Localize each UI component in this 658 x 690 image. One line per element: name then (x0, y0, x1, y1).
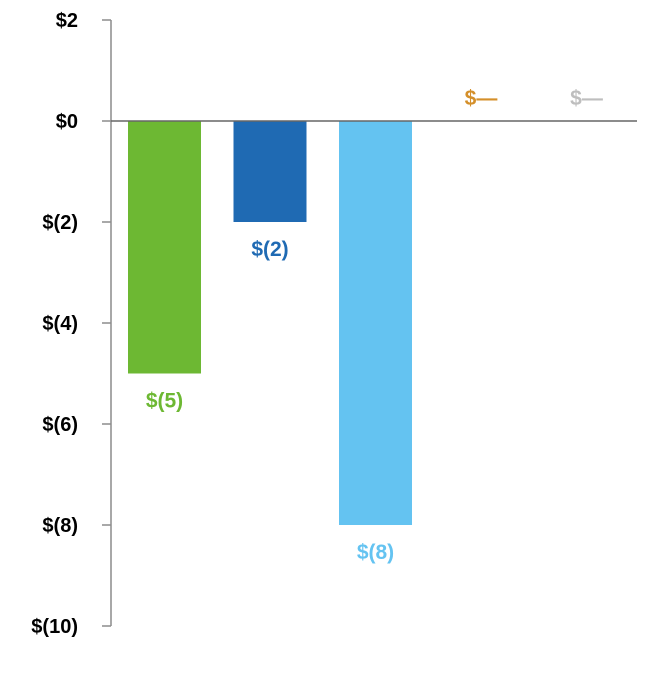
y-tick-label: $(2) (42, 212, 78, 234)
y-tick-label: $(4) (42, 313, 78, 335)
y-tick-label: $2 (56, 10, 78, 32)
y-tick-label: $0 (56, 111, 78, 133)
bar (233, 121, 307, 222)
bars (128, 121, 412, 525)
bar-value-label: $— (570, 87, 603, 110)
y-tick-label: $(8) (42, 515, 78, 537)
y-tick-label: $(10) (31, 616, 78, 638)
bar (339, 121, 412, 525)
y-tick-label: $(6) (42, 414, 78, 436)
data-labels: $(5) $(2) $(8) $— $— (146, 87, 603, 564)
bar-value-label: $(2) (251, 238, 288, 261)
bar-value-label: $(5) (146, 390, 183, 413)
bar-value-label: $— (465, 87, 498, 110)
bar (128, 121, 201, 374)
y-axis: $2 $0 $(2) $(4) $(6) $(8) $(10) (31, 10, 112, 638)
bar-value-label: $(8) (357, 541, 394, 564)
